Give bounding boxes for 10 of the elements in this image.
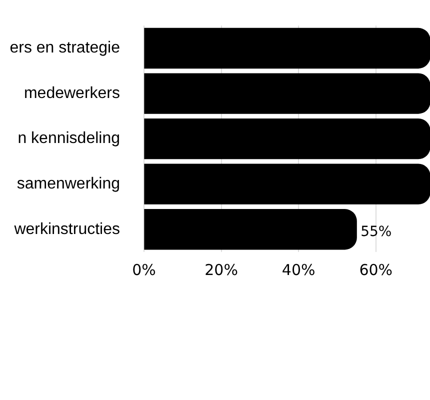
x-tick-label: 60% [359, 260, 393, 279]
x-tick-label: 20% [204, 260, 238, 279]
y-tick-label: n kennisdeling [18, 130, 120, 148]
y-tick-label: ers en strategie [10, 40, 120, 57]
y-tick-label: medewerkers [24, 84, 120, 102]
y-tick-label: werkinstructies [13, 220, 120, 238]
x-tick-label: 0% [132, 260, 156, 279]
x-tick-label: 40% [282, 260, 316, 279]
data-label: 55% [360, 224, 392, 240]
y-tick-label: samenwerking [16, 175, 120, 192]
